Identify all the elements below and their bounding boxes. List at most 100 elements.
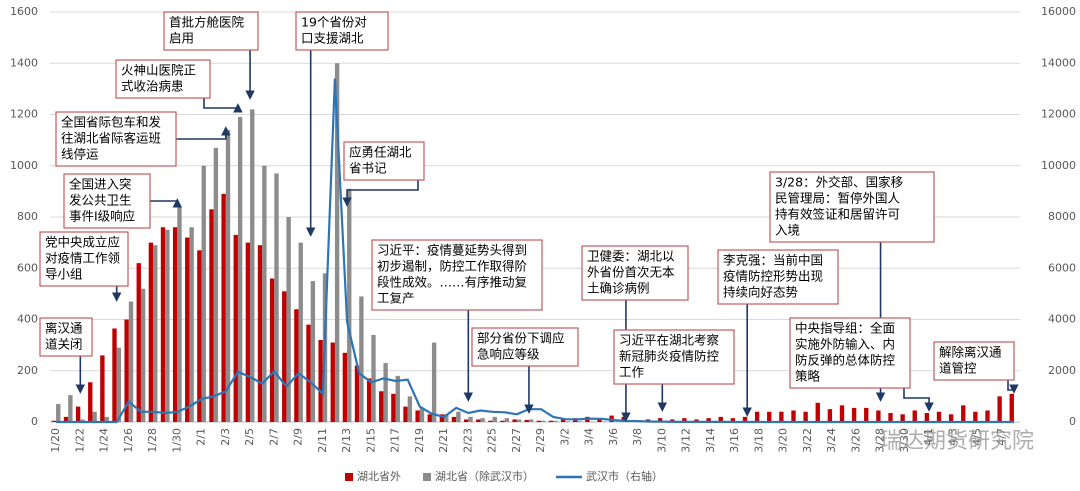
x-tick-label: 1/24 — [98, 428, 111, 453]
legend-swatch — [345, 473, 353, 481]
bar — [827, 409, 833, 422]
y-tick-label: 600 — [17, 261, 38, 274]
x-tick-label: 3/16 — [728, 428, 741, 453]
y-tick-label: 800 — [17, 210, 38, 223]
bar — [791, 410, 796, 422]
bar — [104, 416, 109, 422]
bar — [172, 227, 178, 422]
bar — [924, 413, 930, 422]
bar — [209, 209, 214, 422]
y2-tick-label: 8000 — [1048, 210, 1076, 223]
bar — [148, 242, 154, 422]
bar — [900, 414, 905, 422]
annotation-box — [471, 327, 579, 367]
x-tick-label: 3/22 — [801, 428, 814, 453]
bar — [177, 206, 182, 422]
annotation-arrow — [176, 126, 231, 140]
bar — [136, 263, 141, 422]
x-tick-label: 3/28 — [874, 428, 887, 453]
annotation-text: 新冠肺炎疫情防控 — [619, 349, 720, 364]
x-tick-label: 3/20 — [777, 428, 790, 453]
annotation-text: 外省份首次无本 — [587, 265, 675, 280]
annotation-arrow — [1007, 380, 1019, 394]
bar — [864, 407, 869, 422]
annotation-box — [115, 59, 211, 99]
annotation-text: 火神山医院正 — [121, 63, 196, 78]
bar — [427, 414, 432, 422]
x-tick-label: 3/26 — [849, 428, 862, 453]
annotation-text: 持有效签证和居留许可 — [775, 207, 900, 222]
annotation-text: 工复产 — [377, 291, 415, 306]
bar — [431, 342, 437, 422]
bar — [189, 227, 194, 422]
bar — [451, 416, 457, 422]
bar — [403, 406, 408, 422]
y-tick-label: 400 — [17, 313, 38, 326]
bar — [476, 419, 481, 422]
bar — [512, 419, 517, 422]
legend-label: 湖北省（除武汉市） — [435, 469, 534, 483]
bar — [504, 418, 510, 422]
bar — [221, 193, 226, 422]
bar — [366, 378, 372, 422]
annotation-text: 启用 — [169, 31, 194, 46]
x-tick-label: 2/1 — [195, 428, 208, 446]
watermark: 瑞达期货研究院 — [880, 429, 1034, 454]
annotation-text: 发公共卫生 — [69, 193, 132, 208]
bar — [359, 296, 364, 422]
x-tick-label: 2/7 — [267, 428, 280, 446]
bar — [985, 410, 990, 422]
annotation-text: 式收治病患 — [121, 79, 184, 94]
annotation-text: 首批方舱医院 — [169, 15, 245, 30]
y2-tick-label: 10000 — [1041, 159, 1076, 172]
bar — [354, 365, 360, 422]
x-tick-label: 4/3 — [946, 428, 959, 446]
annotation-text: 疫情防控形势出现 — [723, 269, 823, 284]
x-tick-label: 2/9 — [292, 428, 305, 446]
bar — [876, 410, 881, 422]
x-tick-label: 2/5 — [243, 428, 256, 446]
bar — [948, 414, 954, 422]
x-tick-label: 3/4 — [583, 428, 596, 446]
bar — [112, 328, 117, 422]
annotation-text: 土确诊病例 — [587, 281, 650, 296]
x-tick-label: 2/15 — [364, 428, 377, 453]
annotation-text: 省书记 — [349, 161, 387, 176]
annotation-arrow — [903, 388, 934, 412]
annotation-box — [63, 173, 151, 229]
y2-tick-label: 4000 — [1048, 313, 1076, 326]
bar — [233, 234, 238, 422]
x-tick-label: 3/10 — [655, 428, 668, 453]
bar — [912, 410, 917, 422]
annotation-box — [343, 141, 425, 181]
annotation-box — [39, 231, 129, 287]
bar — [318, 340, 323, 422]
bar — [888, 413, 893, 422]
annotation-text: 3/28：外交部、国家移 — [775, 175, 903, 190]
y-tick-label: 1200 — [10, 108, 38, 121]
x-tick-label: 2/23 — [461, 428, 474, 453]
bar — [100, 355, 105, 422]
bar — [310, 281, 316, 422]
annotation-text: 习近平在湖北考察 — [619, 333, 720, 348]
bar — [839, 405, 845, 422]
x-tick-label: 2/19 — [413, 428, 426, 453]
annotation-text: 道管控 — [939, 361, 977, 376]
y2-tick-label: 16000 — [1041, 5, 1076, 18]
bar — [577, 421, 582, 422]
annotation-arrow — [203, 98, 243, 113]
y2-tick-label: 6000 — [1048, 261, 1076, 274]
annotation-box — [717, 249, 839, 305]
bar — [730, 418, 736, 422]
annotation-text: 工作 — [619, 365, 645, 380]
annotation-text: 入境 — [775, 223, 800, 238]
x-tick-label: 3/24 — [825, 428, 838, 453]
bar — [439, 414, 445, 422]
